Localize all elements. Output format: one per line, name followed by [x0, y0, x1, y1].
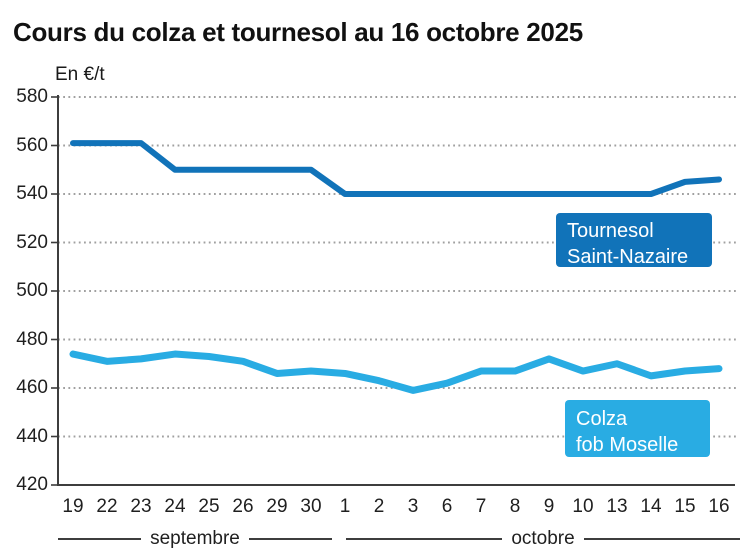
month-separator-line [248, 538, 332, 540]
tournesol-series-line [70, 140, 722, 197]
x-tick-label-30: 30 [300, 496, 322, 517]
y-tick-label-540: 540 [16, 183, 48, 204]
month-separator-line [58, 538, 142, 540]
x-axis-group-octobre: octobre [346, 528, 740, 550]
month-label-octobre: octobre [511, 528, 575, 549]
legend-tournesol-line2: Saint-Nazaire [567, 246, 689, 268]
x-tick-label-24: 24 [164, 496, 186, 517]
x-tick-label-15: 15 [674, 496, 696, 517]
y-tick-label-520: 520 [16, 231, 48, 253]
legend-tournesol-line1: Tournesol [567, 220, 654, 242]
y-axis-unit-label: En €/t [55, 64, 105, 85]
x-tick-label-14: 14 [640, 496, 662, 517]
x-tick-label-9: 9 [543, 496, 555, 517]
x-tick-label-7: 7 [475, 496, 487, 517]
colza-series-line [69, 350, 723, 394]
legend-tournesol-saint-nazaire: Tournesol Saint-Nazaire [556, 213, 712, 268]
x-tick-label-10: 10 [572, 496, 594, 517]
month-label-septembre: septembre [150, 528, 240, 549]
x-tick-label-16: 16 [708, 496, 730, 517]
legend-colza-line1: Colza [576, 408, 628, 430]
x-tick-label-29: 29 [266, 496, 288, 517]
x-tick-label-3: 3 [407, 496, 419, 517]
y-tick-label-480: 480 [16, 328, 48, 350]
x-tick-label-23: 23 [130, 496, 152, 517]
x-tick-label-25: 25 [198, 496, 220, 517]
month-separator-line [583, 538, 740, 540]
legend-colza-fob-moselle: Colza fob Moselle [565, 400, 710, 457]
x-tick-label-22: 22 [96, 496, 118, 517]
x-tick-label-6: 6 [441, 496, 453, 517]
x-tick-label-13: 13 [606, 496, 628, 517]
x-tick-label-19: 19 [62, 496, 84, 517]
x-tick-label-8: 8 [509, 496, 521, 517]
y-tick-label-440: 440 [16, 425, 48, 447]
x-tick-label-2: 2 [373, 496, 385, 517]
x-tick-label-1: 1 [339, 496, 351, 517]
legend-colza-line2: fob Moselle [576, 434, 679, 456]
month-separator-line [346, 538, 503, 540]
y-tick-label-580: 580 [16, 86, 48, 107]
y-tick-label-420: 420 [16, 474, 48, 495]
chart-title: Cours du colza et tournesol au 16 octobr… [13, 17, 583, 47]
y-tick-label-460: 460 [16, 377, 48, 398]
y-tick-label-500: 500 [16, 280, 48, 301]
y-tick-label-560: 560 [16, 134, 48, 156]
x-axis-group-septembre: septembre [58, 528, 332, 550]
x-tick-label-26: 26 [232, 496, 254, 517]
